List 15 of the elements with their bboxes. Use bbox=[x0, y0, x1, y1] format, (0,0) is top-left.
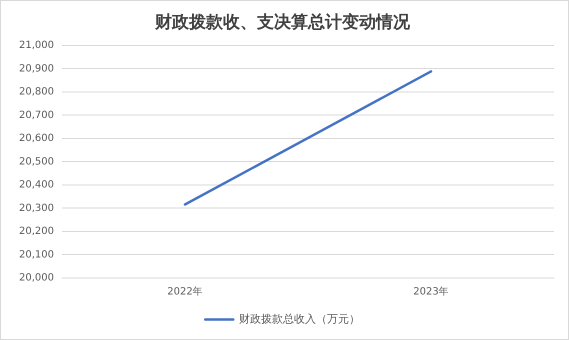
legend-label: 财政拨款总收入（万元） bbox=[238, 312, 360, 326]
x-tick-label: 2022年 bbox=[167, 286, 203, 298]
y-tick-label: 20,400 bbox=[18, 180, 54, 191]
y-tick-label: 20,600 bbox=[18, 133, 54, 144]
x-tick-label: 2023年 bbox=[413, 286, 449, 298]
y-tick-label: 20,000 bbox=[18, 272, 54, 284]
y-tick-label: 20,200 bbox=[18, 226, 54, 238]
y-tick-label: 20,700 bbox=[18, 110, 54, 121]
y-tick-label: 20,900 bbox=[18, 63, 54, 74]
y-tick-label: 21,000 bbox=[18, 40, 54, 51]
y-tick-label: 20,100 bbox=[18, 249, 54, 260]
y-tick-label: 20,300 bbox=[18, 202, 54, 214]
chart-title: 财政拨款收、支决算总计变动情况 bbox=[154, 12, 411, 33]
y-tick-label: 20,500 bbox=[18, 156, 54, 168]
y-tick-label: 20,800 bbox=[18, 86, 54, 98]
